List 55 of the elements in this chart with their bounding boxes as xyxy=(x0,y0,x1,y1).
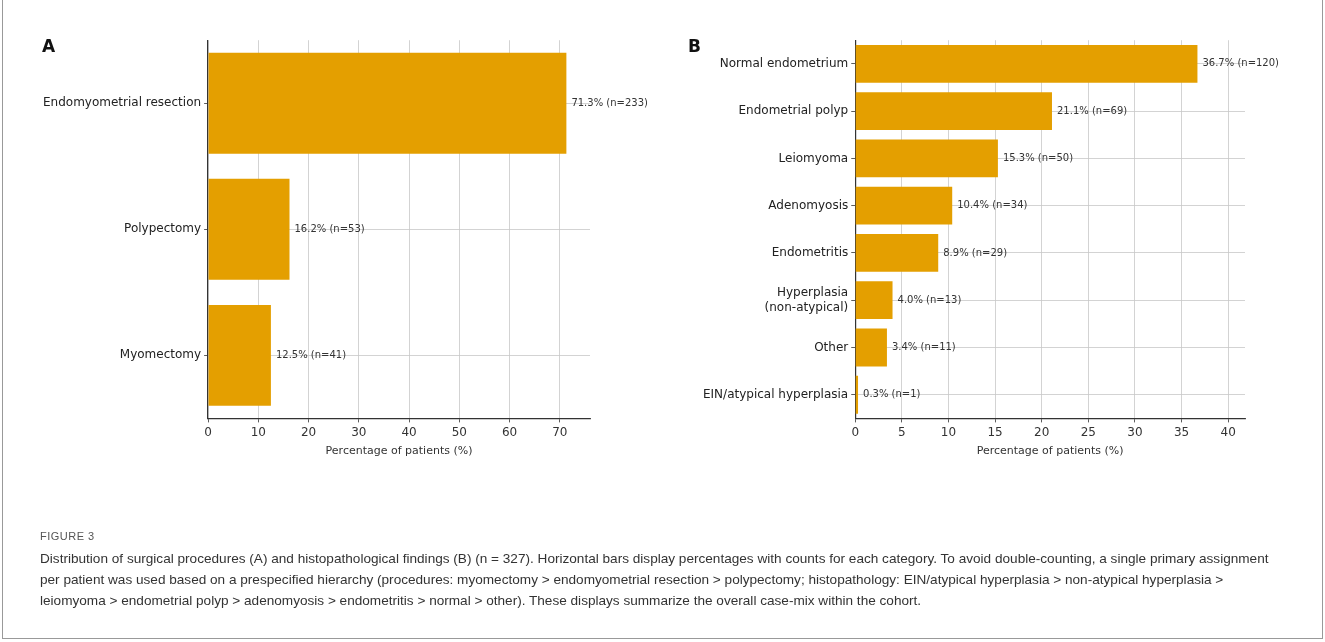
y-tick-label: Other xyxy=(814,339,849,354)
bar xyxy=(208,52,567,154)
data-label: 4.0% (n=13) xyxy=(897,293,962,305)
bar xyxy=(855,281,893,320)
text: Distribution of surgical procedures (A) and histopathological findings (B) (n = 327). Horizontal bars display percentages with counts for each category. To avoid double-counting, a single primary assignment per patient was used based on a prespecified hierarchy (procedures: myomectomy > endomyometrial resection > polypectomy; histopathology: EIN/atypical hyperplasia > non-atypical hyperplasia > leiomyoma > endometrial polyp > adenomyosis > endometritis > normal > other). These displays summarize the overall case-mix within the cohort. xyxy=(40,550,1270,610)
bar xyxy=(855,92,1052,131)
x-tick-label: 20 xyxy=(1034,424,1050,439)
data-label: 36.7% (n=120) xyxy=(1202,57,1280,69)
bar xyxy=(855,328,887,367)
x-tick-label: 60 xyxy=(501,424,518,439)
text: B xyxy=(688,35,701,56)
data-label: 8.9% (n=29) xyxy=(943,246,1008,258)
bar xyxy=(855,234,939,272)
text: A xyxy=(42,35,56,56)
y-tick-label: Adenomyosis xyxy=(768,197,849,212)
data-label: 16.2% (n=53) xyxy=(294,222,365,234)
data-label: 3.4% (n=11) xyxy=(891,341,956,353)
data-label: 10.4% (n=34) xyxy=(957,199,1028,211)
y-tick-label: Endometrial polyp xyxy=(738,103,849,118)
x-tick-label: 5 xyxy=(898,424,906,439)
data-label: 71.3% (n=233) xyxy=(571,96,649,108)
y-tick-label: Endomyometrial resection xyxy=(42,95,202,110)
data-label: 21.1% (n=69) xyxy=(1056,104,1128,116)
x-tick-label: 25 xyxy=(1080,424,1096,439)
bar xyxy=(208,178,290,280)
x-tick-label: 70 xyxy=(552,424,568,439)
x-tick-label: 30 xyxy=(351,424,367,439)
bar xyxy=(208,304,271,406)
x-tick-label: 10 xyxy=(250,424,266,439)
x-axis-title: Percentage of patients (%) xyxy=(976,444,1124,458)
y-tick-label: Myomectomy xyxy=(119,347,202,362)
y-tick-label: EIN/atypical hyperplasia xyxy=(702,386,849,401)
caption: FIGURE 3 xyxy=(40,530,96,542)
x-tick-label: 30 xyxy=(1127,424,1143,439)
y-tick-label: Hyperplasia (non-atypical) xyxy=(764,285,849,314)
y-tick-label: Polypectomy xyxy=(124,221,202,236)
x-tick-label: 20 xyxy=(300,424,317,439)
x-tick-label: 35 xyxy=(1173,424,1190,439)
x-tick-label: 40 xyxy=(401,424,417,439)
y-tick-label: Endometritis xyxy=(771,245,849,260)
y-tick-label: Normal endometrium xyxy=(719,55,849,70)
x-tick-label: 0 xyxy=(204,424,212,439)
bar xyxy=(855,44,1198,83)
x-axis-title: Percentage of patients (%) xyxy=(325,444,473,458)
data-label: 12.5% (n=41) xyxy=(275,348,347,360)
data-label: 15.3% (n=50) xyxy=(1002,151,1074,163)
x-tick-label: 10 xyxy=(940,424,957,439)
x-tick-label: 15 xyxy=(987,424,1003,439)
x-tick-label: 40 xyxy=(1220,424,1236,439)
bar xyxy=(855,186,953,225)
x-tick-label: 0 xyxy=(851,424,860,439)
data-label: 0.3% (n=1) xyxy=(863,388,921,400)
x-tick-label: 50 xyxy=(451,424,467,439)
bar xyxy=(855,139,998,178)
y-tick-label: Leiomyoma xyxy=(778,150,849,165)
